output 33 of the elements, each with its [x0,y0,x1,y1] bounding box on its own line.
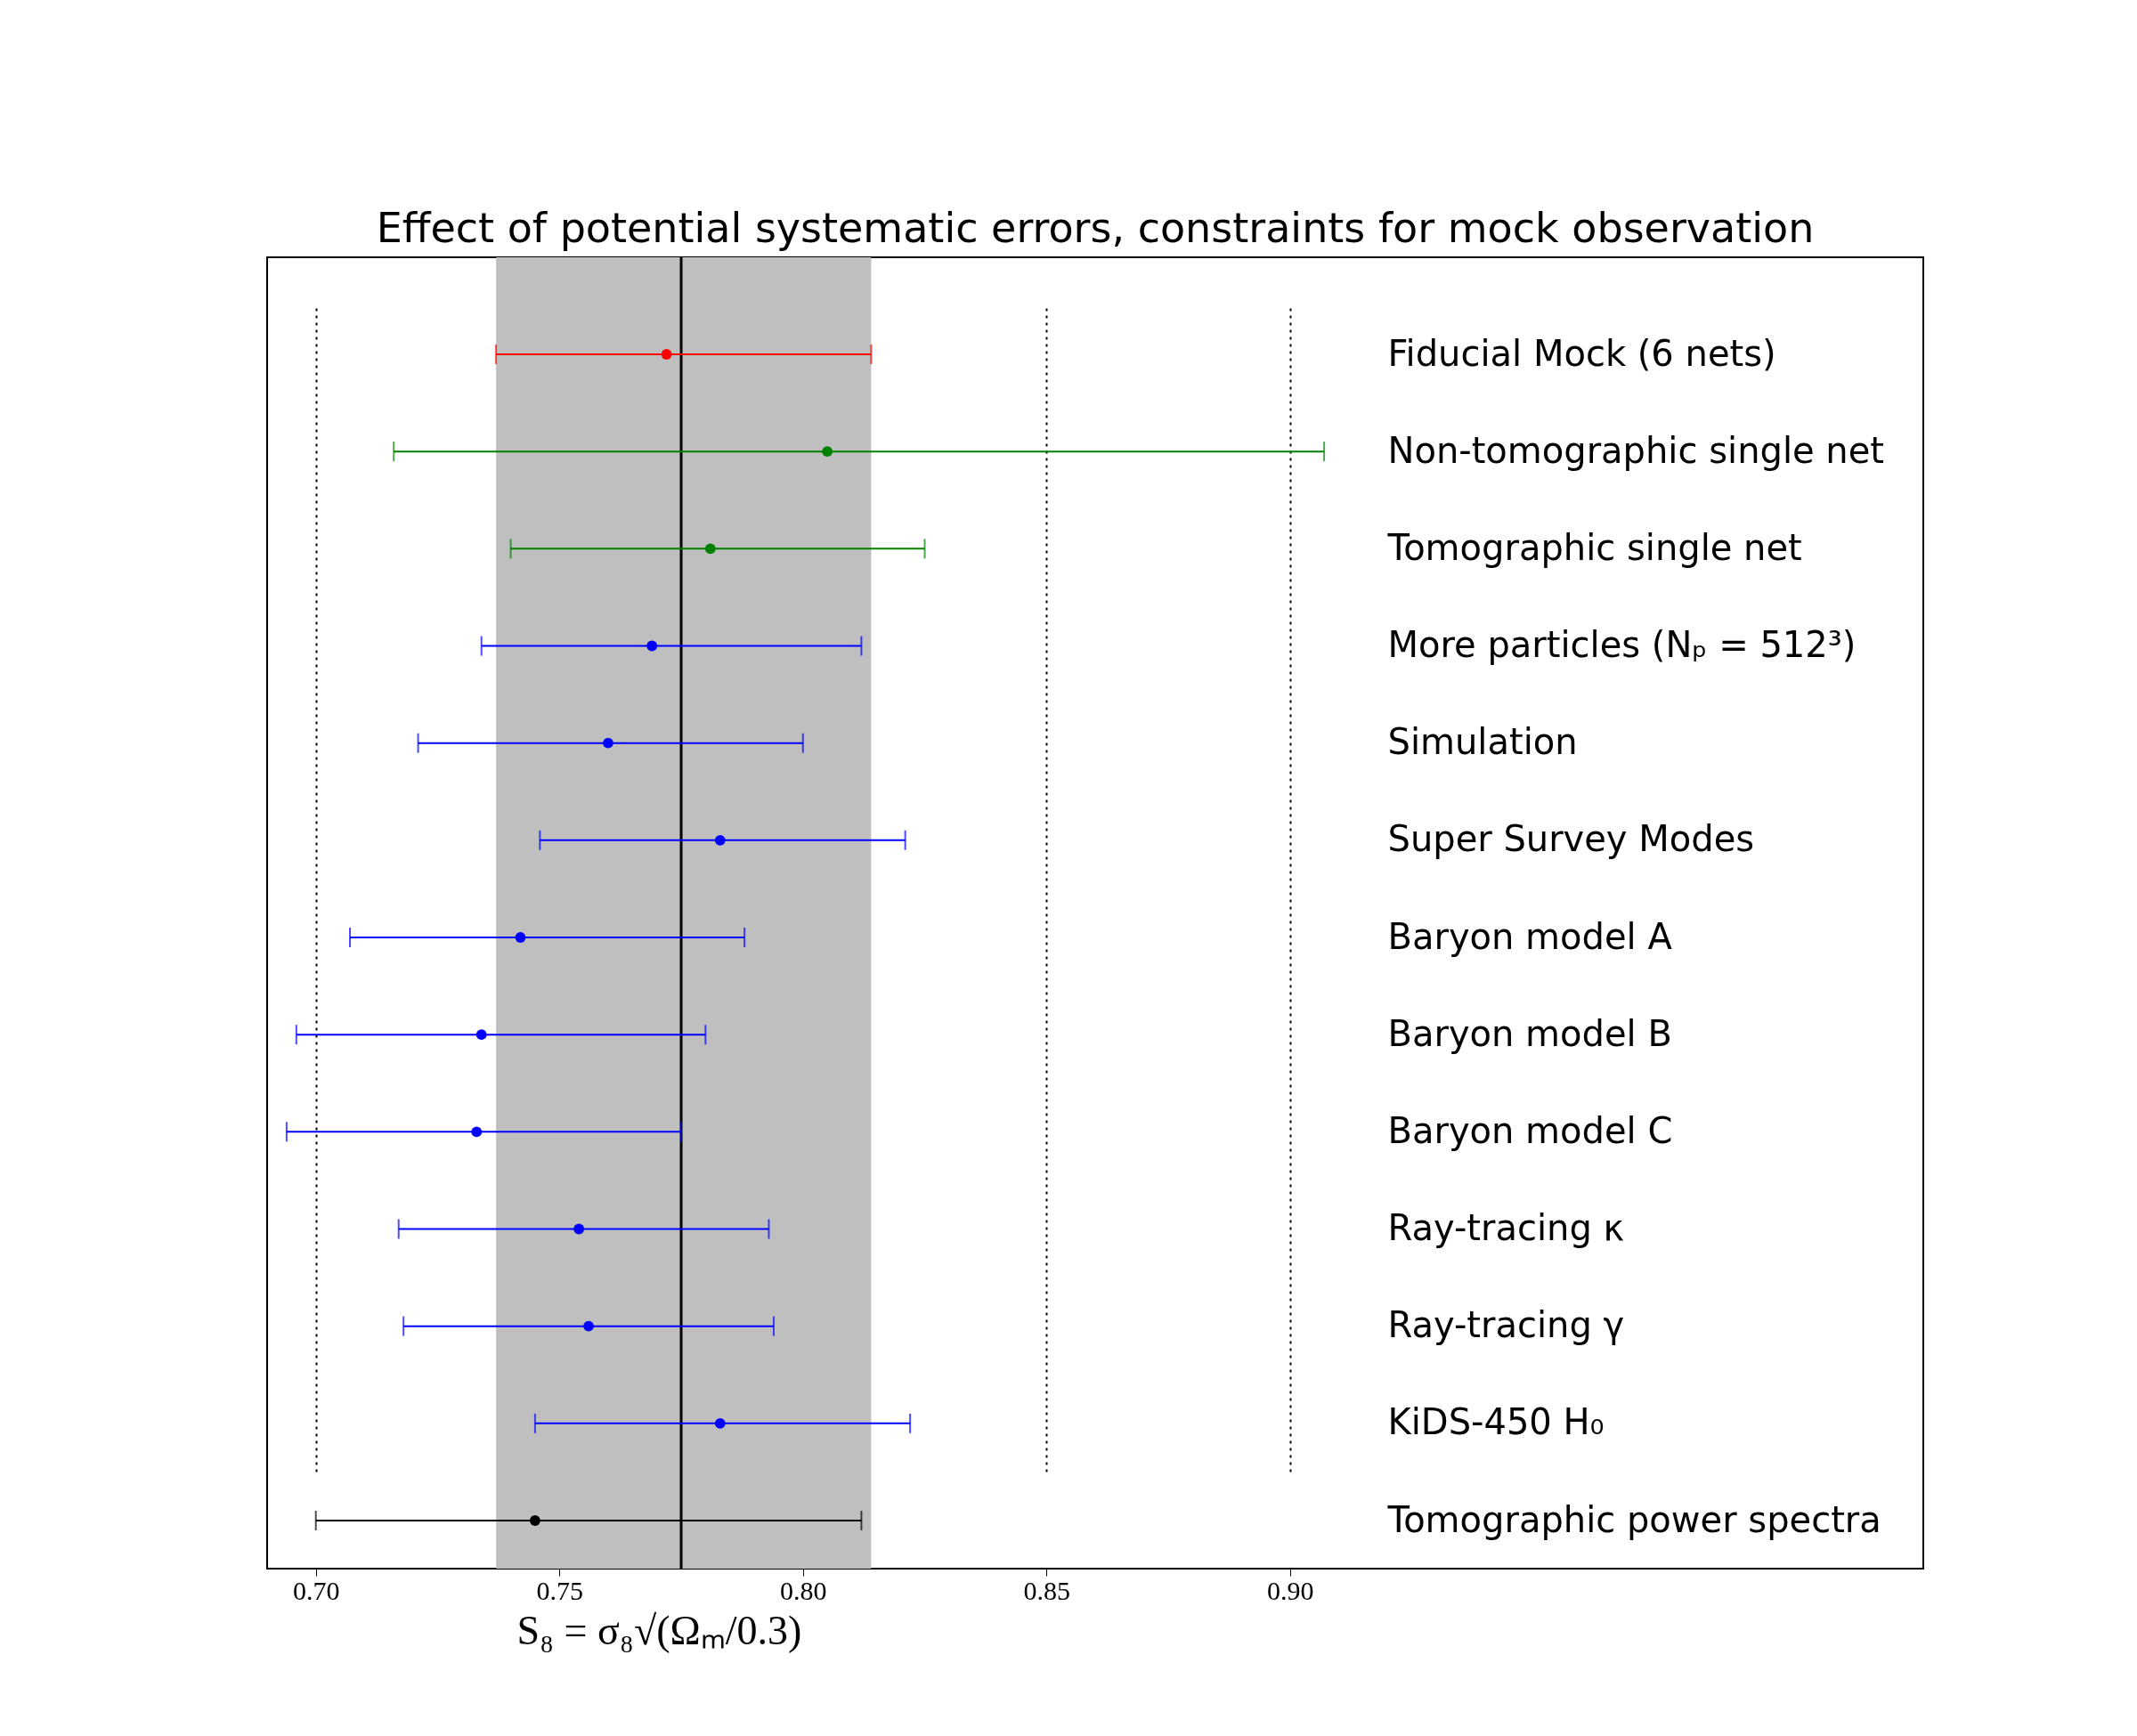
x-tick-label: 0.70 [292,1575,340,1605]
y-tick-label: Baryon model B [1387,1012,1672,1054]
x-tick-label: 0.90 [1267,1575,1314,1605]
y-tick-label: Baryon model A [1387,915,1673,957]
x-tick-label: 0.75 [536,1575,583,1605]
y-tick-label: Super Survey Modes [1387,818,1755,860]
y-tick-label: Tomographic power spectra [1386,1498,1881,1540]
point [704,543,716,555]
chart-title: Effect of potential systematic errors, constraints for mock observation [376,203,1815,252]
y-tick-label: Simulation [1387,721,1578,763]
y-tick-label: Baryon model C [1387,1109,1673,1151]
point [603,737,613,749]
point [475,1029,487,1041]
x-tick-label: 0.85 [1023,1575,1071,1605]
point [529,1515,540,1526]
y-tick-label: KiDS-450 H₀ [1387,1401,1605,1443]
point [515,932,526,943]
point [573,1223,585,1235]
x-tick-label: 0.80 [780,1575,827,1605]
y-tick-label: Fiducial Mock (6 nets) [1387,332,1776,374]
point [661,349,672,360]
y-tick-label: Non-tomographic single net [1387,429,1884,471]
y-tick-label: Ray-tracing κ [1387,1207,1625,1248]
y-tick-label: Ray-tracing γ [1387,1304,1625,1346]
point [714,834,726,846]
point [471,1126,483,1138]
y-tick-label: More particles (Nₚ = 512³) [1387,624,1857,665]
point [822,446,833,458]
point [714,1417,726,1429]
point [583,1320,594,1332]
point [646,640,658,652]
x-axis-title: S₈ = σ₈√(Ωₘ/0.3) [516,1607,802,1653]
y-tick-label: Tomographic single net [1386,526,1802,568]
